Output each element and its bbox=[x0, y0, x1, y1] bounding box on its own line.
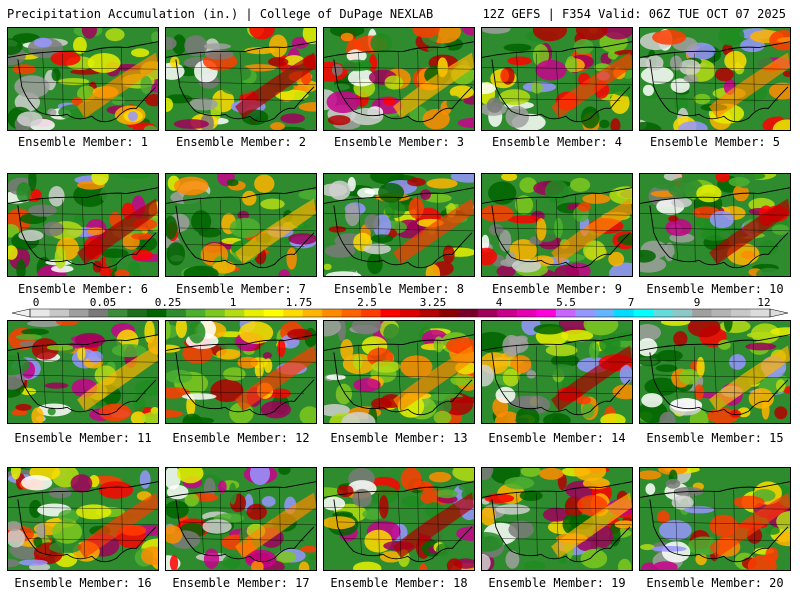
member-label-3: Ensemble Member: 3 bbox=[333, 135, 465, 149]
ensemble-map-5 bbox=[639, 27, 791, 131]
ensemble-map-12 bbox=[165, 320, 317, 424]
colorbar-segment bbox=[633, 309, 654, 317]
colorbar-segment bbox=[185, 309, 206, 317]
colorbar-segment bbox=[322, 309, 342, 317]
ensemble-map-10 bbox=[639, 173, 791, 277]
colorbar-segment bbox=[127, 309, 148, 317]
colorbar-segment bbox=[555, 309, 576, 317]
member-label-11: Ensemble Member: 11 bbox=[14, 431, 152, 445]
colorbar-tick-label: 0.25 bbox=[154, 296, 182, 309]
header: Precipitation Accumulation (in.) | Colle… bbox=[0, 0, 800, 26]
member-label-4: Ensemble Member: 4 bbox=[491, 135, 623, 149]
run-valid-time: 12Z GEFS | F354 Valid: 06Z TUE OCT 07 20… bbox=[482, 7, 786, 21]
colorbar-tick-label: 2.5 bbox=[357, 296, 377, 309]
colorbar-segment bbox=[497, 309, 518, 317]
member-label-6: Ensemble Member: 6 bbox=[17, 282, 149, 296]
member-label-19: Ensemble Member: 19 bbox=[488, 576, 626, 590]
colorbar-segment bbox=[438, 309, 459, 317]
ensemble-map-4 bbox=[481, 27, 633, 131]
colorbar-segment bbox=[146, 309, 167, 317]
colorbar-tick-label: 7 bbox=[627, 296, 635, 309]
colorbar-segment bbox=[711, 309, 732, 317]
colorbar-segment bbox=[536, 309, 557, 317]
member-label-1: Ensemble Member: 1 bbox=[17, 135, 149, 149]
member-label-16: Ensemble Member: 16 bbox=[14, 576, 152, 590]
member-label-5: Ensemble Member: 5 bbox=[649, 135, 781, 149]
colorbar-segment bbox=[380, 309, 401, 317]
ensemble-map-15 bbox=[639, 320, 791, 424]
member-label-17: Ensemble Member: 17 bbox=[172, 576, 310, 590]
ensemble-map-14 bbox=[481, 320, 633, 424]
member-label-7: Ensemble Member: 7 bbox=[175, 282, 307, 296]
ensemble-map-17 bbox=[165, 467, 317, 571]
member-label-8: Ensemble Member: 8 bbox=[333, 282, 465, 296]
colorbar-segment bbox=[653, 309, 673, 317]
member-label-12: Ensemble Member: 12 bbox=[172, 431, 310, 445]
colorbar-min-arrow bbox=[11, 308, 31, 318]
ensemble-map-19 bbox=[481, 467, 633, 571]
colorbar-segment bbox=[283, 309, 303, 317]
ensemble-map-11 bbox=[7, 320, 159, 424]
colorbar-tick-label: 1 bbox=[229, 296, 237, 309]
chart-title: Precipitation Accumulation (in.) | Colle… bbox=[7, 7, 434, 21]
colorbar-outline bbox=[29, 308, 771, 318]
colorbar-segment bbox=[400, 309, 420, 317]
member-label-15: Ensemble Member: 15 bbox=[646, 431, 784, 445]
colorbar-segment bbox=[166, 309, 187, 317]
colorbar-segment bbox=[68, 309, 89, 317]
colorbar-segment bbox=[107, 309, 128, 317]
colorbar-segment bbox=[263, 309, 284, 317]
colorbar-segment bbox=[341, 309, 362, 317]
colorbar-segment bbox=[516, 309, 537, 317]
ensemble-map-1 bbox=[7, 27, 159, 131]
ensemble-map-6 bbox=[7, 173, 159, 277]
colorbar-tick-label: 12 bbox=[757, 296, 771, 309]
colorbar-segment bbox=[49, 309, 70, 317]
ensemble-map-7 bbox=[165, 173, 317, 277]
ensemble-map-8 bbox=[323, 173, 475, 277]
colorbar-segment bbox=[672, 309, 693, 317]
colorbar-tick-label: 5.5 bbox=[556, 296, 576, 309]
ensemble-map-3 bbox=[323, 27, 475, 131]
colorbar-segment bbox=[88, 309, 109, 317]
colorbar-segment bbox=[361, 309, 381, 317]
colorbar-tick-label: 0 bbox=[32, 296, 40, 309]
colorbar-tick-label: 0.05 bbox=[89, 296, 117, 309]
colorbar-segment bbox=[614, 309, 634, 317]
colorbar-tick-label: 1.75 bbox=[285, 296, 313, 309]
member-label-2: Ensemble Member: 2 bbox=[175, 135, 307, 149]
colorbar-segment bbox=[224, 309, 245, 317]
colorbar-max-arrow bbox=[769, 308, 789, 318]
member-label-20: Ensemble Member: 20 bbox=[646, 576, 784, 590]
colorbar-segment bbox=[419, 309, 440, 317]
colorbar-segment bbox=[477, 309, 498, 317]
member-label-18: Ensemble Member: 18 bbox=[330, 576, 468, 590]
precip-colorbar bbox=[11, 308, 789, 318]
colorbar-segment bbox=[750, 309, 771, 317]
ensemble-map-16 bbox=[7, 467, 159, 571]
ensemble-map-13 bbox=[323, 320, 475, 424]
member-label-14: Ensemble Member: 14 bbox=[488, 431, 626, 445]
colorbar-segment bbox=[30, 309, 50, 317]
colorbar-segment bbox=[731, 309, 751, 317]
ensemble-map-18 bbox=[323, 467, 475, 571]
member-label-9: Ensemble Member: 9 bbox=[491, 282, 623, 296]
colorbar-segment bbox=[575, 309, 596, 317]
ensemble-map-2 bbox=[165, 27, 317, 131]
colorbar-tick-label: 9 bbox=[693, 296, 701, 309]
member-label-10: Ensemble Member: 10 bbox=[646, 282, 784, 296]
colorbar-tick-label: 4 bbox=[495, 296, 503, 309]
colorbar-tick-label: 3.25 bbox=[419, 296, 447, 309]
colorbar-segment bbox=[594, 309, 615, 317]
colorbar-segment bbox=[244, 309, 264, 317]
colorbar-segment bbox=[302, 309, 323, 317]
colorbar-segment bbox=[458, 309, 479, 317]
member-label-13: Ensemble Member: 13 bbox=[330, 431, 468, 445]
ensemble-map-9 bbox=[481, 173, 633, 277]
colorbar-segment bbox=[205, 309, 226, 317]
colorbar-segment bbox=[692, 309, 712, 317]
ensemble-map-20 bbox=[639, 467, 791, 571]
